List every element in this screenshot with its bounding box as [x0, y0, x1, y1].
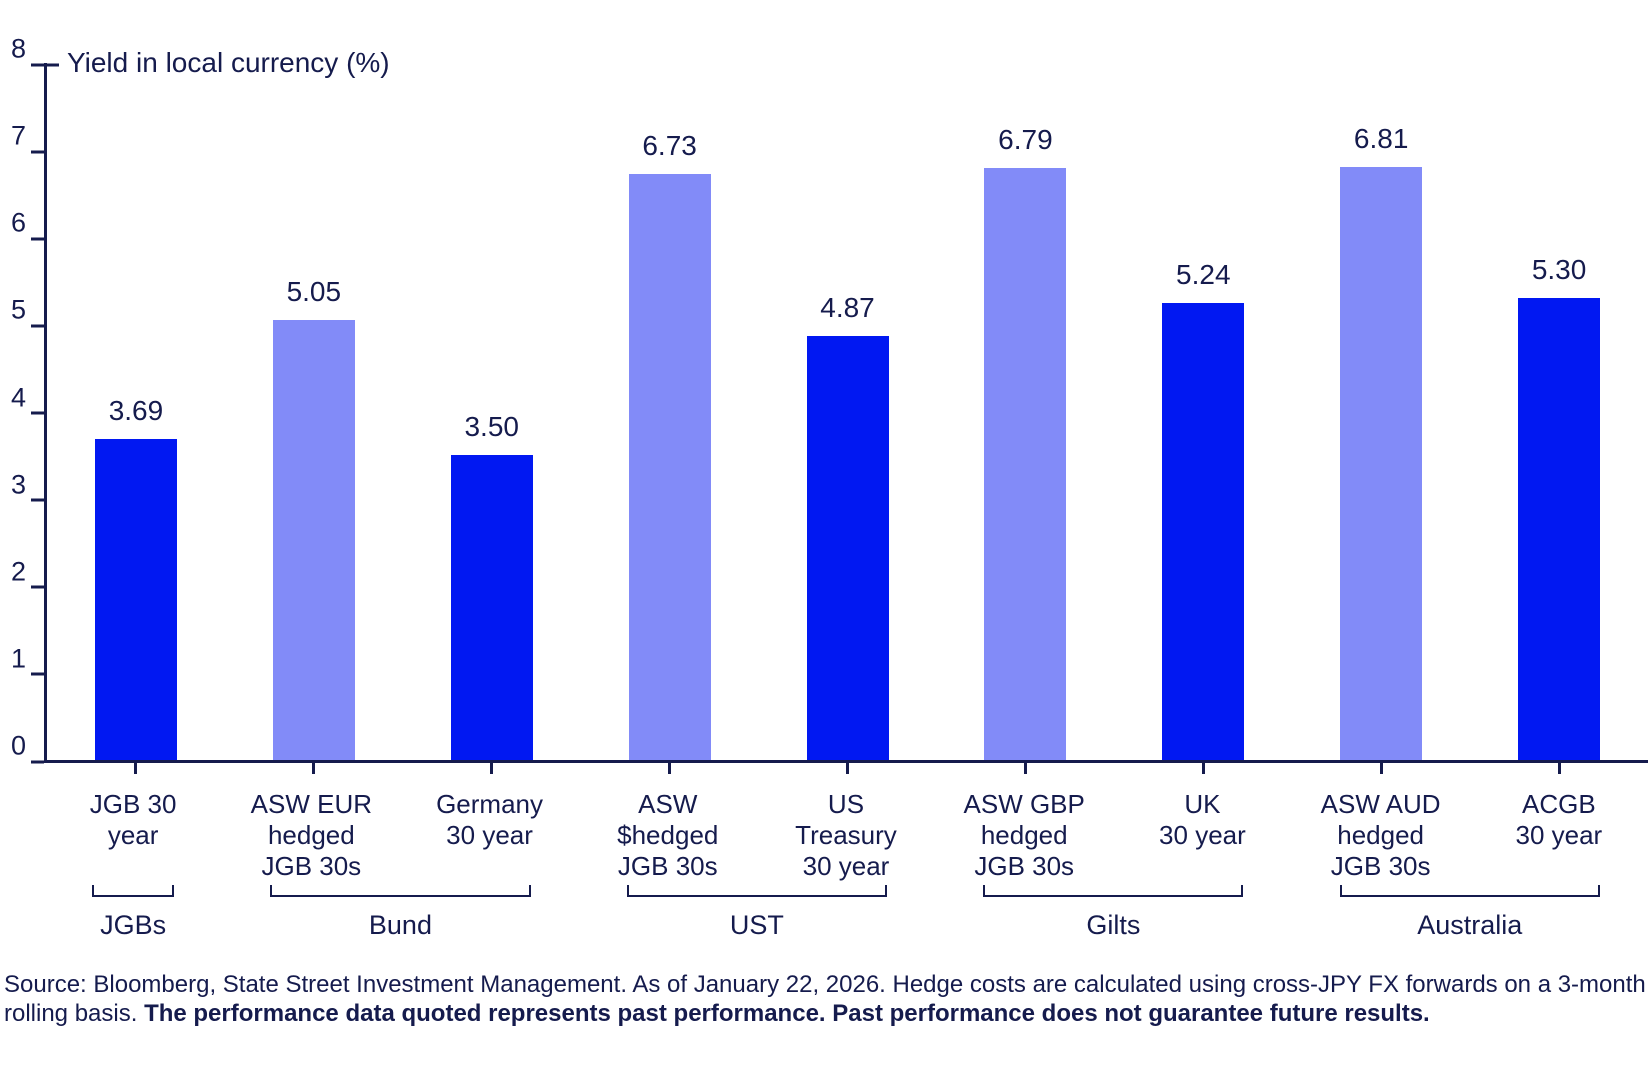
- y-tick-label: 8: [10, 33, 26, 64]
- y-tick-label: 7: [10, 120, 26, 151]
- group-label: Gilts: [1086, 910, 1141, 940]
- x-category-label: US Treasury 30 year: [795, 789, 897, 881]
- y-tick-label: 0: [10, 730, 26, 761]
- bar: [806, 335, 889, 760]
- y-tick-label: 3: [10, 469, 26, 500]
- y-axis-tick: [31, 63, 59, 66]
- y-axis-tick: [31, 672, 44, 676]
- y-tick-label: 4: [10, 382, 26, 412]
- bar: [450, 455, 533, 760]
- x-category-label: JGB 30 year: [89, 789, 177, 850]
- bar-value-label: 4.87: [820, 291, 875, 323]
- x-axis-tick: [1201, 763, 1205, 774]
- y-tick-label: 1: [10, 643, 26, 674]
- bar-value-label: 6.73: [642, 129, 697, 161]
- group: Australia: [1339, 885, 1600, 940]
- bar: [94, 438, 177, 760]
- y-tick-label: 2: [10, 556, 26, 587]
- bar-slot: 3.50: [403, 63, 581, 774]
- x-category-label: ASW EUR hedged JGB 30s: [250, 789, 372, 881]
- group: UST: [626, 885, 887, 940]
- x-axis-tick: [134, 763, 138, 774]
- group: Bund: [270, 885, 531, 940]
- y-axis-title: Yield in local currency (%): [67, 47, 390, 78]
- bar-slot: 5.30: [1470, 63, 1648, 774]
- bar-slot: 3.69: [47, 63, 225, 774]
- bar-value-label: 5.05: [286, 276, 342, 308]
- plot-area: Yield in local currency (%) 3.69 5.05 3.50…: [11, 35, 1648, 774]
- source-note: Source: Bloomberg, State Street Investme…: [4, 970, 1646, 1028]
- bar: [628, 173, 711, 760]
- bar-slot: 5.24: [1114, 63, 1292, 774]
- group-bracket: [270, 885, 531, 897]
- bar-value-label: 6.81: [1353, 122, 1409, 154]
- bar-value-label: 3.50: [464, 411, 519, 443]
- y-axis-tick: [31, 237, 44, 241]
- group: Gilts: [983, 885, 1244, 940]
- group-bracket: [626, 885, 887, 897]
- group-bracket: [92, 885, 175, 897]
- bar-value-label: 5.30: [1531, 254, 1587, 286]
- bar-slot: 6.79: [936, 63, 1114, 774]
- group-label: Australia: [1417, 910, 1523, 940]
- bar: [1518, 298, 1601, 760]
- x-axis-tick: [490, 763, 494, 774]
- bar: [984, 168, 1067, 760]
- x-category-label: Germany 30 year: [436, 789, 543, 850]
- x-axis-tick: [1023, 763, 1027, 774]
- bar-slot: 5.05: [225, 63, 403, 774]
- x-axis-tick: [312, 763, 316, 774]
- source-note-bold: The performance data quoted represents p…: [144, 1000, 1430, 1027]
- bar: [272, 320, 355, 760]
- x-axis-labels: JGB 30 year ASW EUR hedged JGB 30s Germany 30 …: [44, 789, 1648, 882]
- y-axis-tick: [31, 585, 44, 589]
- group-bracket: [983, 885, 1244, 897]
- x-category-label: ACGB 30 year: [1515, 789, 1603, 850]
- source-note-regular: Source: Bloomberg, State Street Investme…: [4, 971, 1646, 1027]
- x-axis-tick: [1557, 763, 1561, 774]
- x-axis-tick: [846, 763, 849, 774]
- x-axis-tick: [1379, 763, 1383, 774]
- bar-value-label: 3.69: [108, 394, 164, 426]
- group-label: Bund: [368, 910, 432, 940]
- bar: [1162, 303, 1245, 760]
- x-category-label: ASW $hedged JGB 30s: [617, 789, 719, 881]
- bar-value-label: 6.79: [998, 124, 1053, 156]
- y-axis-tick: [31, 760, 44, 763]
- y-axis-tick: [31, 411, 44, 415]
- y-tick-label: 5: [10, 294, 26, 325]
- x-axis-tick: [668, 763, 672, 774]
- bar-slot: 4.87: [759, 63, 937, 774]
- x-category-label: ASW AUD hedged JGB 30s: [1320, 789, 1441, 881]
- bar: [1340, 166, 1423, 760]
- y-axis-tick: [31, 150, 44, 154]
- bars-container: 3.69 5.05 3.50 6.73 4.87 6.79 5.24 6.81 5.30: [47, 63, 1648, 774]
- bar-slot: 6.81: [1292, 63, 1470, 774]
- group-bracket: [1339, 885, 1600, 897]
- group: JGBs: [92, 885, 175, 940]
- group-brackets: JGBs Bund UST Gilts Australia: [44, 885, 1648, 965]
- bar-value-label: 5.24: [1176, 259, 1231, 291]
- bar-slot: 6.73: [581, 63, 759, 774]
- y-tick-label: 6: [10, 207, 26, 238]
- group-label: UST: [729, 910, 784, 940]
- x-category-label: ASW GBP hedged JGB 30s: [963, 789, 1085, 881]
- y-axis-tick: [31, 498, 44, 502]
- x-category-label: UK 30 year: [1159, 789, 1246, 850]
- y-axis-tick: [31, 324, 44, 328]
- group-label: JGBs: [100, 910, 167, 940]
